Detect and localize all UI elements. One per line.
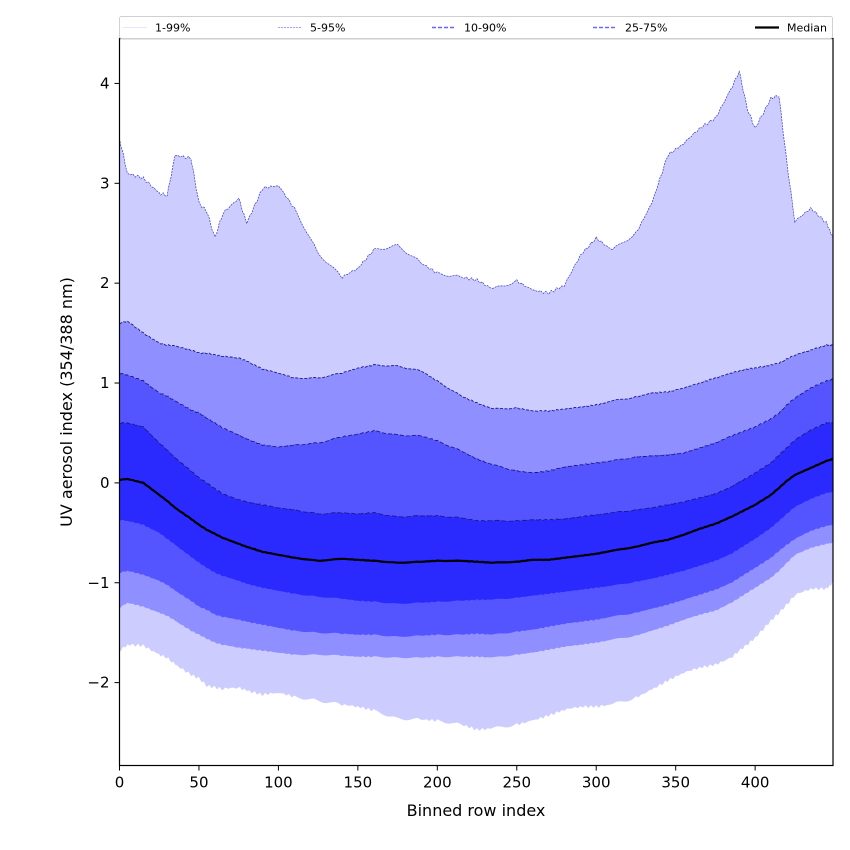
- y-tick-label: 3: [100, 174, 110, 192]
- y-axis: −2 −1 0 1 2 3 4: [87, 74, 120, 692]
- y-tick-label: −2: [87, 674, 109, 692]
- x-tick-label: 250: [502, 774, 531, 792]
- legend-label: 10-90%: [464, 22, 506, 35]
- x-tick-label: 350: [661, 774, 690, 792]
- line-99%: [119, 70, 834, 295]
- legend: 1-99% 5-95% 10-90% 25-75% Median: [119, 16, 833, 39]
- x-tick-label: 150: [344, 774, 373, 792]
- x-axis: 0 50 100 150 200 250 300 350 400: [115, 765, 770, 792]
- legend-box: [119, 16, 833, 39]
- x-tick-label: 0: [115, 774, 125, 792]
- x-tick-label: 400: [741, 774, 770, 792]
- y-tick-label: 1: [100, 374, 110, 392]
- line-90%: [119, 372, 833, 474]
- x-tick-label: 50: [189, 774, 208, 792]
- x-tick-label: 200: [423, 774, 452, 792]
- y-axis-label: UV aerosol index (354/388 nm): [57, 277, 76, 527]
- legend-entry-Median: Median: [755, 22, 827, 35]
- line-95%: [119, 320, 834, 412]
- x-tick-label: 300: [582, 774, 611, 792]
- legend-label: 1-99%: [155, 22, 190, 35]
- median-line: [119, 457, 834, 564]
- legend-entry-5-95%: 5-95%: [278, 22, 345, 35]
- y-tick-label: 0: [100, 474, 110, 492]
- legend-entry-25-75%: 25-75%: [593, 22, 667, 35]
- x-tick-label: 100: [264, 774, 293, 792]
- y-tick-label: −1: [87, 574, 109, 592]
- legend-entry-1-99%: 1-99%: [123, 22, 190, 35]
- plot-area: [119, 70, 834, 731]
- y-tick-label: 4: [100, 74, 110, 92]
- legend-label: 5-95%: [310, 22, 345, 35]
- x-axis-label: Binned row index: [407, 801, 546, 820]
- legend-label: 25-75%: [625, 22, 667, 35]
- legend-entry-10-90%: 10-90%: [432, 22, 506, 35]
- line-75%: [119, 421, 834, 522]
- y-tick-label: 2: [100, 274, 110, 292]
- legend-label: Median: [787, 22, 827, 35]
